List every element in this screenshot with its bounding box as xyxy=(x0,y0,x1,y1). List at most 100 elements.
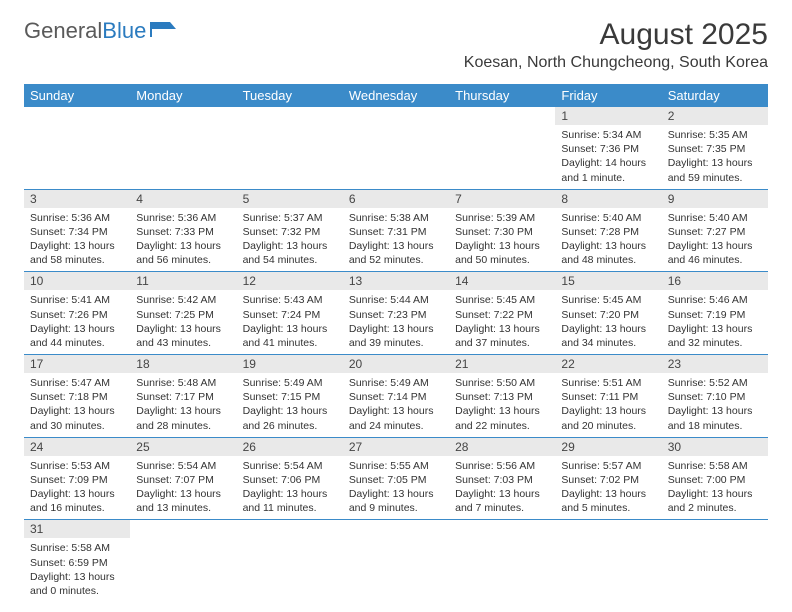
calendar-head: SundayMondayTuesdayWednesdayThursdayFrid… xyxy=(24,84,768,107)
flag-icon xyxy=(150,18,178,44)
day-number: 21 xyxy=(449,355,555,373)
calendar-cell: 17Sunrise: 5:47 AMSunset: 7:18 PMDayligh… xyxy=(24,355,130,438)
calendar-cell: 10Sunrise: 5:41 AMSunset: 7:26 PMDayligh… xyxy=(24,272,130,355)
calendar-cell: 25Sunrise: 5:54 AMSunset: 7:07 PMDayligh… xyxy=(130,437,236,520)
calendar-cell: 7Sunrise: 5:39 AMSunset: 7:30 PMDaylight… xyxy=(449,189,555,272)
day-number: 30 xyxy=(662,438,768,456)
calendar-cell: 20Sunrise: 5:49 AMSunset: 7:14 PMDayligh… xyxy=(343,355,449,438)
day-body: Sunrise: 5:50 AMSunset: 7:13 PMDaylight:… xyxy=(449,373,555,437)
weekday-header: Thursday xyxy=(449,84,555,107)
day-number: 27 xyxy=(343,438,449,456)
day-number: 5 xyxy=(237,190,343,208)
day-body: Sunrise: 5:34 AMSunset: 7:36 PMDaylight:… xyxy=(555,125,661,189)
day-number: 26 xyxy=(237,438,343,456)
day-body: Sunrise: 5:43 AMSunset: 7:24 PMDaylight:… xyxy=(237,290,343,354)
day-body: Sunrise: 5:36 AMSunset: 7:34 PMDaylight:… xyxy=(24,208,130,272)
weekday-header: Friday xyxy=(555,84,661,107)
day-body: Sunrise: 5:38 AMSunset: 7:31 PMDaylight:… xyxy=(343,208,449,272)
day-body: Sunrise: 5:41 AMSunset: 7:26 PMDaylight:… xyxy=(24,290,130,354)
calendar-cell: 1Sunrise: 5:34 AMSunset: 7:36 PMDaylight… xyxy=(555,107,661,189)
day-number: 1 xyxy=(555,107,661,125)
day-number: 29 xyxy=(555,438,661,456)
day-body: Sunrise: 5:40 AMSunset: 7:28 PMDaylight:… xyxy=(555,208,661,272)
calendar-table: SundayMondayTuesdayWednesdayThursdayFrid… xyxy=(24,84,768,602)
day-number: 24 xyxy=(24,438,130,456)
day-number: 11 xyxy=(130,272,236,290)
calendar-cell: 28Sunrise: 5:56 AMSunset: 7:03 PMDayligh… xyxy=(449,437,555,520)
day-number: 9 xyxy=(662,190,768,208)
day-body: Sunrise: 5:35 AMSunset: 7:35 PMDaylight:… xyxy=(662,125,768,189)
day-body: Sunrise: 5:46 AMSunset: 7:19 PMDaylight:… xyxy=(662,290,768,354)
calendar-cell xyxy=(237,520,343,602)
weekday-header: Sunday xyxy=(24,84,130,107)
calendar-body: 1Sunrise: 5:34 AMSunset: 7:36 PMDaylight… xyxy=(24,107,768,602)
calendar-cell xyxy=(24,107,130,189)
day-body: Sunrise: 5:49 AMSunset: 7:14 PMDaylight:… xyxy=(343,373,449,437)
calendar-week: 17Sunrise: 5:47 AMSunset: 7:18 PMDayligh… xyxy=(24,355,768,438)
calendar-cell: 19Sunrise: 5:49 AMSunset: 7:15 PMDayligh… xyxy=(237,355,343,438)
day-number: 2 xyxy=(662,107,768,125)
day-body: Sunrise: 5:58 AMSunset: 7:00 PMDaylight:… xyxy=(662,456,768,520)
day-body: Sunrise: 5:45 AMSunset: 7:22 PMDaylight:… xyxy=(449,290,555,354)
calendar-cell: 9Sunrise: 5:40 AMSunset: 7:27 PMDaylight… xyxy=(662,189,768,272)
day-number: 14 xyxy=(449,272,555,290)
calendar-cell xyxy=(237,107,343,189)
day-body: Sunrise: 5:57 AMSunset: 7:02 PMDaylight:… xyxy=(555,456,661,520)
calendar-week: 10Sunrise: 5:41 AMSunset: 7:26 PMDayligh… xyxy=(24,272,768,355)
day-body: Sunrise: 5:44 AMSunset: 7:23 PMDaylight:… xyxy=(343,290,449,354)
calendar-week: 24Sunrise: 5:53 AMSunset: 7:09 PMDayligh… xyxy=(24,437,768,520)
calendar-cell xyxy=(130,520,236,602)
day-body: Sunrise: 5:49 AMSunset: 7:15 PMDaylight:… xyxy=(237,373,343,437)
calendar-cell xyxy=(555,520,661,602)
calendar-cell: 29Sunrise: 5:57 AMSunset: 7:02 PMDayligh… xyxy=(555,437,661,520)
day-number: 6 xyxy=(343,190,449,208)
calendar-week: 3Sunrise: 5:36 AMSunset: 7:34 PMDaylight… xyxy=(24,189,768,272)
calendar-cell: 30Sunrise: 5:58 AMSunset: 7:00 PMDayligh… xyxy=(662,437,768,520)
calendar-cell xyxy=(343,107,449,189)
calendar-cell: 2Sunrise: 5:35 AMSunset: 7:35 PMDaylight… xyxy=(662,107,768,189)
calendar-cell: 21Sunrise: 5:50 AMSunset: 7:13 PMDayligh… xyxy=(449,355,555,438)
day-body: Sunrise: 5:48 AMSunset: 7:17 PMDaylight:… xyxy=(130,373,236,437)
calendar-cell: 22Sunrise: 5:51 AMSunset: 7:11 PMDayligh… xyxy=(555,355,661,438)
calendar-cell: 15Sunrise: 5:45 AMSunset: 7:20 PMDayligh… xyxy=(555,272,661,355)
calendar-cell: 31Sunrise: 5:58 AMSunset: 6:59 PMDayligh… xyxy=(24,520,130,602)
weekday-header: Tuesday xyxy=(237,84,343,107)
calendar-cell xyxy=(343,520,449,602)
calendar-cell: 14Sunrise: 5:45 AMSunset: 7:22 PMDayligh… xyxy=(449,272,555,355)
header: GeneralBlue August 2025 Koesan, North Ch… xyxy=(0,0,792,78)
day-number: 10 xyxy=(24,272,130,290)
calendar-cell: 16Sunrise: 5:46 AMSunset: 7:19 PMDayligh… xyxy=(662,272,768,355)
day-number: 18 xyxy=(130,355,236,373)
day-number: 16 xyxy=(662,272,768,290)
day-body: Sunrise: 5:53 AMSunset: 7:09 PMDaylight:… xyxy=(24,456,130,520)
day-number: 28 xyxy=(449,438,555,456)
calendar-cell: 3Sunrise: 5:36 AMSunset: 7:34 PMDaylight… xyxy=(24,189,130,272)
calendar-cell: 24Sunrise: 5:53 AMSunset: 7:09 PMDayligh… xyxy=(24,437,130,520)
calendar-cell: 11Sunrise: 5:42 AMSunset: 7:25 PMDayligh… xyxy=(130,272,236,355)
calendar-cell xyxy=(449,520,555,602)
day-number: 12 xyxy=(237,272,343,290)
day-number: 15 xyxy=(555,272,661,290)
day-body: Sunrise: 5:58 AMSunset: 6:59 PMDaylight:… xyxy=(24,538,130,602)
logo-text-b: Blue xyxy=(102,18,146,44)
day-number: 25 xyxy=(130,438,236,456)
calendar-week: 31Sunrise: 5:58 AMSunset: 6:59 PMDayligh… xyxy=(24,520,768,602)
day-number: 3 xyxy=(24,190,130,208)
day-number: 23 xyxy=(662,355,768,373)
calendar-cell: 5Sunrise: 5:37 AMSunset: 7:32 PMDaylight… xyxy=(237,189,343,272)
calendar-cell: 8Sunrise: 5:40 AMSunset: 7:28 PMDaylight… xyxy=(555,189,661,272)
title-block: August 2025 Koesan, North Chungcheong, S… xyxy=(464,18,768,72)
day-number: 13 xyxy=(343,272,449,290)
day-body: Sunrise: 5:47 AMSunset: 7:18 PMDaylight:… xyxy=(24,373,130,437)
calendar-cell xyxy=(662,520,768,602)
day-body: Sunrise: 5:36 AMSunset: 7:33 PMDaylight:… xyxy=(130,208,236,272)
day-body: Sunrise: 5:55 AMSunset: 7:05 PMDaylight:… xyxy=(343,456,449,520)
day-body: Sunrise: 5:40 AMSunset: 7:27 PMDaylight:… xyxy=(662,208,768,272)
day-body: Sunrise: 5:54 AMSunset: 7:06 PMDaylight:… xyxy=(237,456,343,520)
calendar-week: 1Sunrise: 5:34 AMSunset: 7:36 PMDaylight… xyxy=(24,107,768,189)
calendar-cell: 6Sunrise: 5:38 AMSunset: 7:31 PMDaylight… xyxy=(343,189,449,272)
day-number: 20 xyxy=(343,355,449,373)
day-body: Sunrise: 5:45 AMSunset: 7:20 PMDaylight:… xyxy=(555,290,661,354)
weekday-header: Wednesday xyxy=(343,84,449,107)
calendar-cell: 12Sunrise: 5:43 AMSunset: 7:24 PMDayligh… xyxy=(237,272,343,355)
